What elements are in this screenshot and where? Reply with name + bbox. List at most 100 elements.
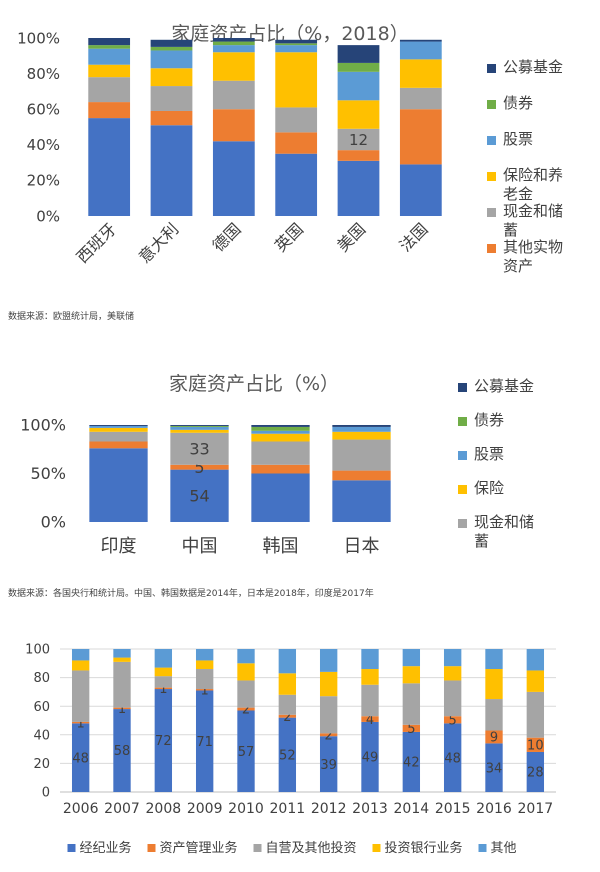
data-label-2013-资产管理业务: 4 (366, 713, 374, 728)
bar-2008-自营及其他投资 (154, 676, 173, 688)
data-label-2006-经纪业务: 48 (72, 751, 89, 766)
legend-label-股票: 股票 (474, 445, 504, 463)
y-tick-label-80%: 80% (27, 65, 60, 83)
legend-label-投资银行业务: 投资银行业务 (385, 840, 463, 856)
x-tick-label-2009: 2009 (187, 801, 223, 817)
bar-美国-股票 (337, 71, 380, 101)
bar-2008-投资银行业务 (154, 667, 173, 677)
x-tick-label-美国: 美国 (333, 219, 369, 255)
bar-2012-自营及其他投资 (319, 696, 338, 734)
bar-西班牙-股票 (88, 48, 131, 65)
legend-label-其他: 其他 (491, 841, 517, 856)
bar-2016-投资银行业务 (485, 669, 503, 700)
data-label-2012-经纪业务: 39 (320, 758, 337, 773)
bar-2012-经纪业务 (319, 736, 338, 792)
bar-2010-经纪业务 (237, 710, 255, 792)
bar-英国-股票 (275, 45, 318, 53)
bar-英国-公募基金 (275, 39, 318, 44)
bar-日本-现金和储蓄 (332, 439, 391, 471)
y-tick-label-100%: 100% (20, 416, 66, 435)
bar-中国-债券 (170, 425, 229, 427)
bar-印度-保险 (89, 427, 148, 432)
bar-2017-经纪业务 (526, 751, 545, 792)
bar-2015-投资银行业务 (443, 666, 462, 681)
bar-2009-资产管理业务 (195, 689, 214, 691)
x-tick-label-2007: 2007 (104, 801, 140, 817)
bar-2006-经纪业务 (71, 723, 90, 792)
x-tick-label-中国: 中国 (182, 536, 218, 557)
bar-2013-经纪业务 (361, 721, 379, 792)
bar-美国-保险和养老金 (337, 100, 380, 129)
chart3-svg: 0 20 40 60 80 100 48 1 2006 58 1 2007 72 1 2008 71 1 2009… (25, 643, 556, 856)
bar-美国-公募基金 (337, 45, 380, 63)
bar-意大利-base (150, 125, 193, 216)
bar-德国-base (212, 141, 255, 216)
x-tick-label-2010: 2010 (228, 801, 264, 817)
y-tick-label-40: 40 (33, 728, 50, 743)
legend-swatch-公募基金 (487, 64, 496, 73)
bar-2008-经纪业务 (154, 689, 173, 792)
y-tick-label-100%: 100% (17, 29, 60, 47)
bar-韩国-base (251, 473, 310, 522)
bar-日本-其他 (332, 470, 391, 481)
bar-2015-其他 (443, 649, 462, 667)
legend-swatch-股票 (458, 451, 467, 460)
bar-意大利-公募基金 (150, 39, 193, 47)
bar-印度-现金和储蓄 (89, 431, 148, 442)
bar-2013-自营及其他投资 (361, 684, 379, 717)
bar-韩国-其他 (251, 464, 310, 474)
bar-2012-资产管理业务 (319, 733, 338, 737)
legend-label-资产管理业务: 资产管理业务 (160, 840, 238, 856)
legend-swatch-现金和储蓄 (487, 208, 496, 217)
x-tick-label-德国: 德国 (209, 219, 245, 255)
bar-2007-其他 (113, 649, 131, 658)
bar-2010-其他 (237, 649, 255, 664)
y-tick-label-40%: 40% (27, 136, 60, 154)
bar-印度-base (89, 448, 148, 522)
bar-2016-经纪业务 (485, 743, 503, 792)
x-tick-label-2016: 2016 (476, 801, 512, 817)
data-label-2009-经纪业务: 71 (196, 735, 213, 750)
bar-德国-股票 (212, 45, 255, 53)
bar-2015-经纪业务 (443, 723, 462, 792)
bar-中国-保险 (170, 429, 229, 433)
x-tick-label-印度: 印度 (101, 536, 137, 557)
legend-swatch-股票 (487, 136, 496, 145)
bar-意大利-其他实物资产 (150, 110, 193, 126)
bar-韩国-债券 (251, 426, 310, 431)
bar-英国-现金和储蓄 (275, 107, 318, 133)
bar-2014-经纪业务 (402, 731, 421, 792)
x-tick-label-日本: 日本 (344, 536, 380, 557)
bar-2011-资产管理业务 (278, 714, 297, 718)
legend-label-公募基金: 公募基金 (474, 377, 534, 395)
bar-2017-投资银行业务 (526, 670, 545, 692)
x-tick-label-2011: 2011 (270, 801, 306, 817)
data-label-2017-经纪业务: 28 (527, 766, 544, 781)
bar-2016-其他 (485, 649, 503, 670)
bar-2009-经纪业务 (195, 690, 214, 792)
bar-2011-其他 (278, 649, 297, 674)
bar-2011-投资银行业务 (278, 673, 297, 695)
data-label-2014-资产管理业务: 5 (407, 722, 415, 737)
bar-2010-资产管理业务 (237, 707, 255, 711)
data-label-2010-经纪业务: 57 (238, 745, 255, 760)
x-tick-label-2006: 2006 (63, 801, 99, 817)
data-label-2009-资产管理业务: 1 (201, 683, 209, 698)
bar-2014-自营及其他投资 (402, 683, 421, 725)
bar-法国-其他实物资产 (399, 109, 442, 165)
legend-swatch-其他实物资产 (487, 244, 496, 253)
bar-英国-其他实物资产 (275, 132, 318, 154)
bar-德国-公募基金 (212, 38, 255, 42)
bar-2006-其他 (71, 649, 90, 661)
data-label-2016-资产管理业务: 9 (490, 731, 498, 746)
bar-中国-现金和储蓄 (170, 432, 229, 465)
bar-德国-债券 (212, 41, 255, 46)
bar-2009-自营及其他投资 (195, 669, 214, 690)
bar-2011-经纪业务 (278, 717, 297, 792)
x-tick-label-2008: 2008 (146, 801, 182, 817)
bar-法国-现金和储蓄 (399, 87, 442, 110)
bar-日本-base (332, 480, 391, 522)
bar-2008-资产管理业务 (154, 687, 173, 690)
legend-label-债券: 债券 (503, 94, 533, 112)
bar-英国-保险和养老金 (275, 52, 318, 108)
